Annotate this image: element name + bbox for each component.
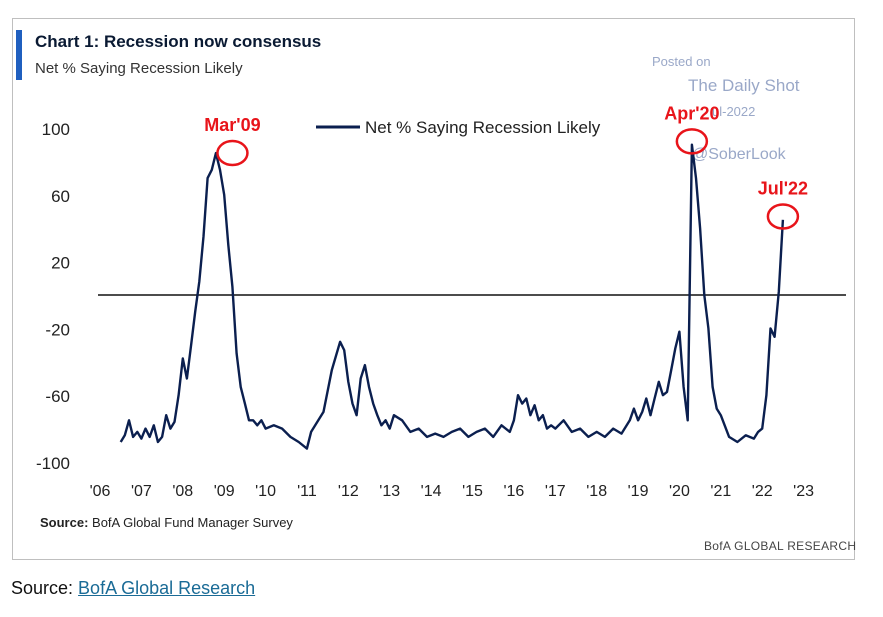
page-source: Source: BofA Global Research xyxy=(11,578,255,599)
annotation-label: Jul'22 xyxy=(758,179,808,199)
y-tick-label: 100 xyxy=(42,120,70,139)
x-tick-label: '18 xyxy=(586,483,607,500)
watermark-date: ul-2022 xyxy=(712,104,756,119)
x-tick-label: '07 xyxy=(131,483,152,500)
x-tick-label: '15 xyxy=(462,483,483,500)
annotation-circle xyxy=(675,128,709,155)
y-tick-label: -100 xyxy=(36,454,70,473)
watermark-site: The Daily Shot xyxy=(688,76,800,95)
x-tick-label: '06 xyxy=(90,483,111,500)
chart-title: Chart 1: Recession now consensus xyxy=(35,32,322,51)
x-tick-label: '16 xyxy=(503,483,524,500)
x-tick-label: '17 xyxy=(545,483,566,500)
x-tick-label: '22 xyxy=(752,483,773,500)
x-tick-label: '11 xyxy=(297,483,317,500)
source-link[interactable]: BofA Global Research xyxy=(78,578,256,598)
series-line xyxy=(119,143,785,450)
x-tick-label: '12 xyxy=(338,483,359,500)
x-tick-label: '19 xyxy=(628,483,649,500)
watermark-handle: @SoberLook xyxy=(692,146,786,163)
source-label: Source: xyxy=(40,515,89,530)
chart-subtitle: Net % Saying Recession Likely xyxy=(35,60,243,77)
x-tick-label: '09 xyxy=(214,483,235,500)
source-text: BofA Global Fund Manager Survey xyxy=(92,515,293,530)
x-tick-label: '13 xyxy=(379,483,400,500)
watermark-posted-on: Posted on xyxy=(652,54,711,69)
x-tick-label: '14 xyxy=(421,483,442,500)
y-tick-label: -20 xyxy=(45,320,70,339)
title-accent-bar xyxy=(16,30,22,80)
legend-label: Net % Saying Recession Likely xyxy=(365,118,601,137)
annotation-circle xyxy=(766,203,800,230)
y-tick-label: 60 xyxy=(51,187,70,206)
brand-label: BofA GLOBAL RESEARCH xyxy=(704,539,857,553)
x-tick-label: '21 xyxy=(710,483,731,500)
y-tick-label: -60 xyxy=(45,387,70,406)
chart-source: Source: BofA Global Fund Manager Survey xyxy=(40,515,293,530)
page-source-prefix: Source: xyxy=(11,578,79,598)
x-tick-label: '08 xyxy=(172,483,193,500)
annotation-label: Apr'20 xyxy=(664,103,719,123)
x-tick-label: '10 xyxy=(255,483,276,500)
x-tick-label: '23 xyxy=(793,483,814,500)
x-tick-label: '20 xyxy=(669,483,690,500)
annotation-label: Mar'09 xyxy=(204,115,260,135)
y-tick-label: 20 xyxy=(51,254,70,273)
annotation-circle xyxy=(216,139,249,167)
chart-frame xyxy=(12,18,855,560)
